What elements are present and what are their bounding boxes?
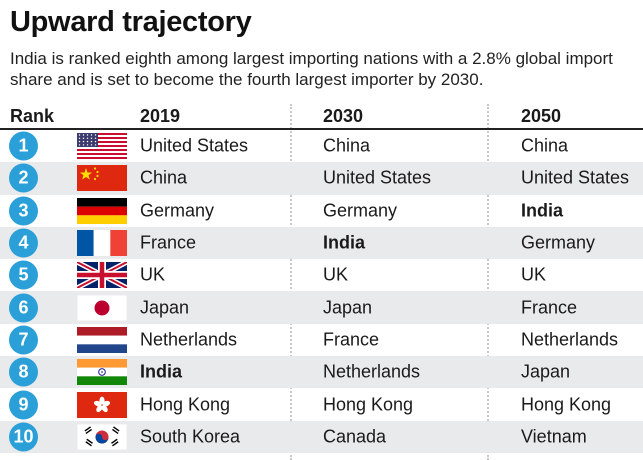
country-cell: Japan (521, 361, 571, 382)
country-cell: Netherlands (140, 329, 238, 350)
country-cell: France (323, 329, 380, 350)
country-cell: China (521, 135, 569, 156)
chart-subtitle: India is ranked eighth among largest imp… (10, 49, 613, 89)
country-cell: United States (521, 167, 630, 188)
table-header: Rank 2019 2030 2050 (0, 104, 643, 130)
country-cell: United States (323, 167, 432, 188)
rank-badge: 5 (9, 260, 38, 290)
header-2019: 2019 (140, 106, 181, 126)
country-cell: France (521, 297, 578, 318)
country-cell: India (521, 200, 564, 221)
country-cell: UK (140, 264, 166, 285)
country-cell: Germany (323, 200, 398, 221)
hong-kong-flag-icon (77, 391, 127, 418)
table-row: 1 United States China China (0, 130, 643, 162)
chart-title: Upward trajectory (10, 6, 252, 38)
country-cell: India (323, 232, 366, 253)
table-row: 3 Germany Germany India (0, 195, 643, 227)
country-cell: Germany (521, 232, 596, 253)
france-flag-icon (77, 230, 127, 257)
germany-flag-icon (77, 197, 127, 224)
country-cell: Germany (140, 200, 215, 221)
country-cell: France (140, 232, 197, 253)
country-cell: China (323, 135, 371, 156)
south-korea-flag-icon (76, 423, 128, 451)
rank-badge: 6 (9, 293, 38, 323)
us-flag-icon (77, 133, 127, 160)
country-cell: Netherlands (521, 329, 619, 350)
india-flag-icon (77, 359, 127, 386)
rank-badge: 3 (9, 196, 38, 226)
ranking-table: Rank 2019 2030 2050 1 United States China C… (0, 104, 643, 453)
country-cell: China (140, 167, 188, 188)
rank-badge: 10 (9, 422, 38, 452)
country-cell: India (140, 361, 183, 382)
table-row: 7 Netherlands France Netherlands (0, 324, 643, 356)
country-cell: United States (140, 135, 249, 156)
country-cell: Hong Kong (323, 394, 414, 415)
country-cell: Netherlands (323, 361, 421, 382)
rank-badge: 8 (9, 357, 38, 387)
table-row: 9 Hong Kong Hong Kong Hong Kong (0, 388, 643, 420)
japan-flag-icon (76, 294, 128, 321)
table-row: 4 France India Germany (0, 226, 643, 260)
table-row: 10 South Korea Canada Vietnam (0, 420, 643, 453)
netherlands-flag-icon (77, 326, 127, 353)
country-cell: South Korea (140, 426, 241, 447)
country-cell: UK (521, 264, 547, 285)
country-cell: Vietnam (521, 426, 587, 447)
country-cell: Japan (140, 297, 190, 318)
table-row: 6 Japan Japan France (0, 291, 643, 324)
rank-badge: 9 (9, 390, 38, 420)
table-body: 1 United States China China 2 China United St… (0, 130, 643, 453)
rank-badge: 2 (9, 163, 38, 193)
header-2050: 2050 (521, 106, 562, 126)
rank-badge: 1 (9, 131, 38, 161)
rank-badge: 4 (9, 228, 38, 258)
header-rank: Rank (10, 106, 55, 126)
country-cell: UK (323, 264, 349, 285)
china-flag-icon (77, 165, 127, 192)
uk-flag-icon (75, 260, 129, 291)
table-row: 2 China United States United States (0, 162, 643, 195)
header-2030: 2030 (323, 106, 364, 126)
country-cell: Hong Kong (140, 394, 231, 415)
column-divider (487, 104, 489, 460)
table-row: 8 India Netherlands Japan (0, 356, 643, 389)
column-divider (290, 104, 292, 460)
country-cell: Canada (323, 426, 387, 447)
country-cell: Hong Kong (521, 394, 612, 415)
rank-badge: 7 (9, 325, 38, 355)
table-row: 5 UK UK UK (0, 259, 643, 291)
country-cell: Japan (323, 297, 373, 318)
